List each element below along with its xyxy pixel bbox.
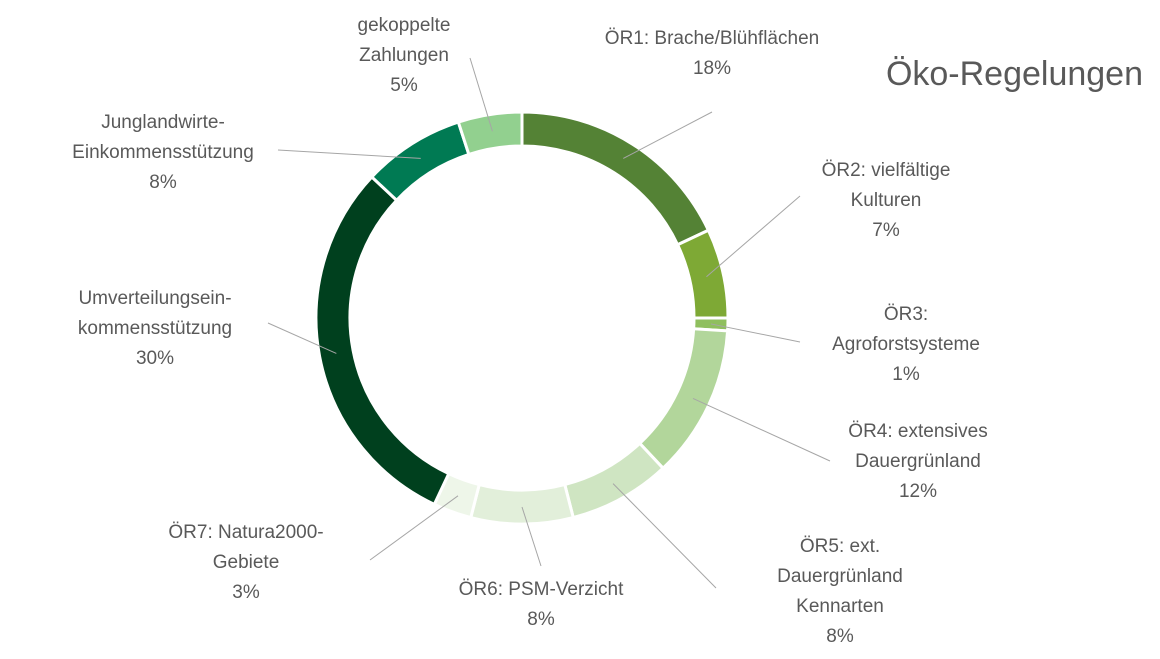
- slice-label-1: ÖR1: Brache/Blühflächen 18%: [605, 28, 819, 79]
- slice-label-10: gekoppelte Zahlungen 5%: [358, 15, 451, 96]
- leader-line-1: [623, 111, 713, 159]
- leader-line-5: [612, 483, 717, 589]
- slice-label-9: Junglandwirte- Einkommensstützung 8%: [72, 112, 254, 193]
- slice-label-line: Junglandwirte-: [101, 112, 225, 133]
- slice-label-line: Kulturen: [851, 190, 922, 211]
- slices-group: [314, 110, 730, 526]
- slice-label-line: 5%: [390, 75, 418, 96]
- slice-label-line: ÖR7: Natura2000-: [168, 522, 323, 543]
- slice-label-3: ÖR3: Agroforstsysteme 1%: [832, 304, 980, 385]
- leader-line-7: [369, 495, 459, 561]
- slice-label-line: Einkommensstützung: [72, 142, 254, 163]
- slice-label-line: 7%: [872, 220, 900, 241]
- slice-label-line: 1%: [892, 364, 920, 385]
- leader-line-4: [692, 398, 831, 462]
- slice-label-line: gekoppelte: [358, 15, 451, 36]
- slice-label-line: 3%: [232, 582, 260, 603]
- slice-label-7: ÖR7: Natura2000- Gebiete 3%: [168, 522, 323, 603]
- donut-slice-9: [369, 120, 471, 203]
- slice-label-line: kommensstützung: [78, 318, 232, 339]
- donut-slice-1: [520, 110, 711, 247]
- slice-label-line: ÖR5: ext.: [800, 536, 880, 557]
- slice-label-line: 30%: [136, 348, 174, 369]
- slice-label-line: 12%: [899, 481, 937, 502]
- slice-label-line: Dauergrünland: [777, 566, 903, 587]
- donut-slice-10: [456, 110, 524, 157]
- slice-label-line: Agroforstsysteme: [832, 334, 980, 355]
- donut-slice-6: [468, 482, 576, 526]
- slice-label-8: Umverteilungsein-kommensstützung 30%: [78, 288, 232, 369]
- slice-label-line: 8%: [527, 609, 555, 630]
- donut-slice-8: [314, 174, 451, 507]
- chart-title: Öko-Regelungen: [886, 55, 1143, 93]
- slice-label-line: 8%: [149, 172, 177, 193]
- slice-label-2: ÖR2: vielfältige Kulturen 7%: [822, 160, 951, 241]
- slice-label-line: Dauergrünland: [855, 451, 981, 472]
- slice-label-line: 8%: [826, 626, 854, 647]
- leader-line-8: [267, 322, 337, 354]
- leader-line-3: [710, 323, 801, 343]
- slice-labels-group: ÖR1: Brache/Blühflächen 18% ÖR2: vielfälti…: [72, 15, 988, 647]
- leader-line-9: [277, 149, 421, 159]
- leader-line-6: [521, 506, 542, 567]
- slice-label-4: ÖR4: extensives Dauergrünland 12%: [848, 421, 987, 502]
- slice-label-line: ÖR6: PSM-Verzicht: [459, 579, 624, 600]
- slice-label-line: Gebiete: [213, 552, 280, 573]
- slice-label-line: ÖR3:: [884, 304, 928, 325]
- slice-label-6: ÖR6: PSM-Verzicht 8%: [459, 579, 624, 630]
- slice-label-line: Umverteilungsein-: [78, 288, 231, 309]
- donut-slice-2: [675, 228, 730, 320]
- slice-label-line: ÖR2: vielfältige: [822, 160, 951, 181]
- leader-line-2: [706, 195, 801, 278]
- slice-label-line: 18%: [693, 58, 731, 79]
- slice-label-line: ÖR1: Brache/Blühflächen: [605, 28, 819, 49]
- donut-slice-5: [562, 441, 666, 520]
- slice-label-line: ÖR4: extensives: [848, 421, 987, 442]
- donut-slice-4: [637, 327, 730, 471]
- slice-label-5: ÖR5: ext. Dauergrünland Kennarten 8%: [777, 536, 903, 647]
- leader-lines-group: [267, 57, 831, 589]
- slice-label-line: Zahlungen: [359, 45, 449, 66]
- leader-line-10: [469, 57, 493, 132]
- slice-label-line: Kennarten: [796, 596, 884, 617]
